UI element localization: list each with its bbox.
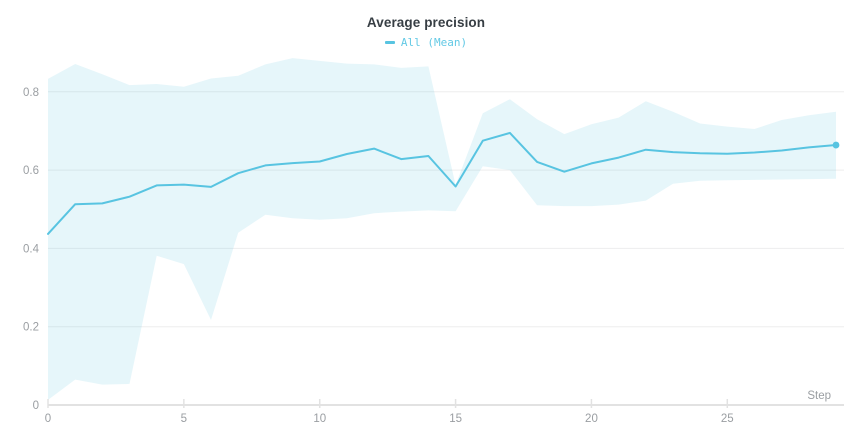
y-tick-label: 0 — [33, 400, 39, 412]
legend-label: All (Mean) — [400, 36, 468, 49]
x-tick-label: 15 — [449, 413, 462, 425]
legend-line-swatch-icon — [384, 41, 395, 44]
x-tick-label: 25 — [721, 413, 734, 425]
legend: All (Mean) — [0, 36, 852, 49]
y-tick-label: 0.2 — [23, 322, 39, 334]
y-tick-label: 0.8 — [23, 87, 39, 99]
x-tick-label: 20 — [585, 413, 598, 425]
mean-line — [47, 131, 837, 235]
end-point-marker — [832, 141, 840, 149]
y-tick-label: 0.6 — [23, 165, 39, 177]
legend-item[interactable]: All (Mean) — [384, 36, 468, 49]
x-tick-label: 10 — [313, 413, 326, 425]
x-tick-label: 0 — [45, 413, 51, 425]
chart-title: Average precision — [366, 15, 486, 30]
x-tick-label: 5 — [181, 413, 187, 425]
x-axis-title: Step — [807, 390, 831, 402]
confidence-band — [48, 58, 836, 400]
y-tick-label: 0.4 — [23, 243, 40, 255]
